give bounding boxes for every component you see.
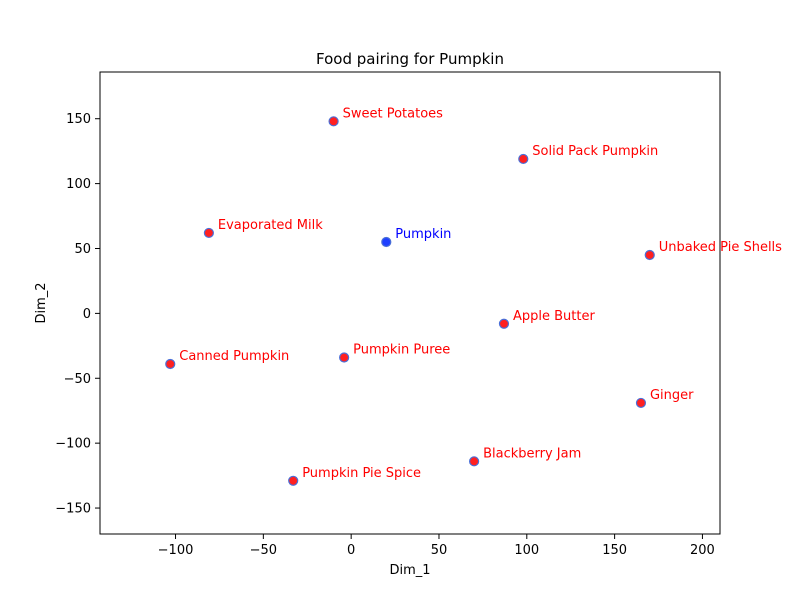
data-point-label: Blackberry Jam — [483, 446, 581, 461]
x-axis: −100 −50 0 50 100 150 200 — [158, 534, 715, 558]
data-point-marker — [644, 249, 655, 261]
data-point-marker — [635, 397, 647, 409]
y-tick-label: 50 — [74, 242, 91, 257]
data-point-label: Pumpkin Puree — [353, 343, 450, 358]
x-tick-label: −100 — [158, 543, 194, 558]
data-point-label: Canned Pumpkin — [179, 349, 289, 364]
data-point-marker — [165, 358, 176, 370]
data-point-marker — [328, 116, 339, 127]
data-point-label: Solid Pack Pumpkin — [532, 144, 658, 159]
data-point-label: Pumpkin Pie Spice — [302, 466, 421, 481]
data-points: Pumpkin Sweet Potatoes Solid Pack Pumpkin E… — [165, 106, 782, 486]
data-point-marker — [518, 153, 529, 165]
data-point-label: Ginger — [650, 388, 694, 403]
x-axis-label: Dim_1 — [389, 563, 430, 578]
x-tick-label: 50 — [431, 543, 448, 558]
y-tick-label: −50 — [64, 372, 91, 387]
x-tick-label: 100 — [514, 543, 539, 558]
y-tick-label: 100 — [66, 177, 91, 192]
y-axis-label: Dim_2 — [34, 282, 49, 323]
data-point-label: Pumpkin — [395, 227, 451, 242]
x-tick-label: 0 — [347, 543, 355, 558]
data-point-label: Sweet Potatoes — [343, 106, 444, 121]
data-point-marker — [498, 318, 510, 329]
x-tick-label: 150 — [602, 543, 627, 558]
y-tick-label: −150 — [55, 502, 91, 517]
y-axis: −150 −100 −50 0 50 100 150 — [55, 112, 100, 517]
x-tick-label: 200 — [690, 543, 715, 558]
data-point-marker — [203, 227, 214, 239]
data-point-marker — [469, 456, 480, 467]
y-tick-label: 0 — [83, 307, 91, 322]
data-point-label: Evaporated Milk — [218, 218, 323, 233]
plot-area — [99, 71, 721, 535]
data-point-marker — [381, 236, 392, 248]
data-point-marker — [288, 475, 299, 486]
x-tick-label: −50 — [250, 543, 277, 558]
y-tick-label: −100 — [55, 437, 91, 452]
chart-title: Food pairing for Pumpkin — [316, 50, 504, 68]
y-tick-label: 150 — [66, 112, 91, 127]
data-point-marker — [339, 352, 350, 363]
data-point-label: Apple Butter — [513, 309, 595, 324]
data-point-label: Unbaked Pie Shells — [659, 240, 782, 255]
